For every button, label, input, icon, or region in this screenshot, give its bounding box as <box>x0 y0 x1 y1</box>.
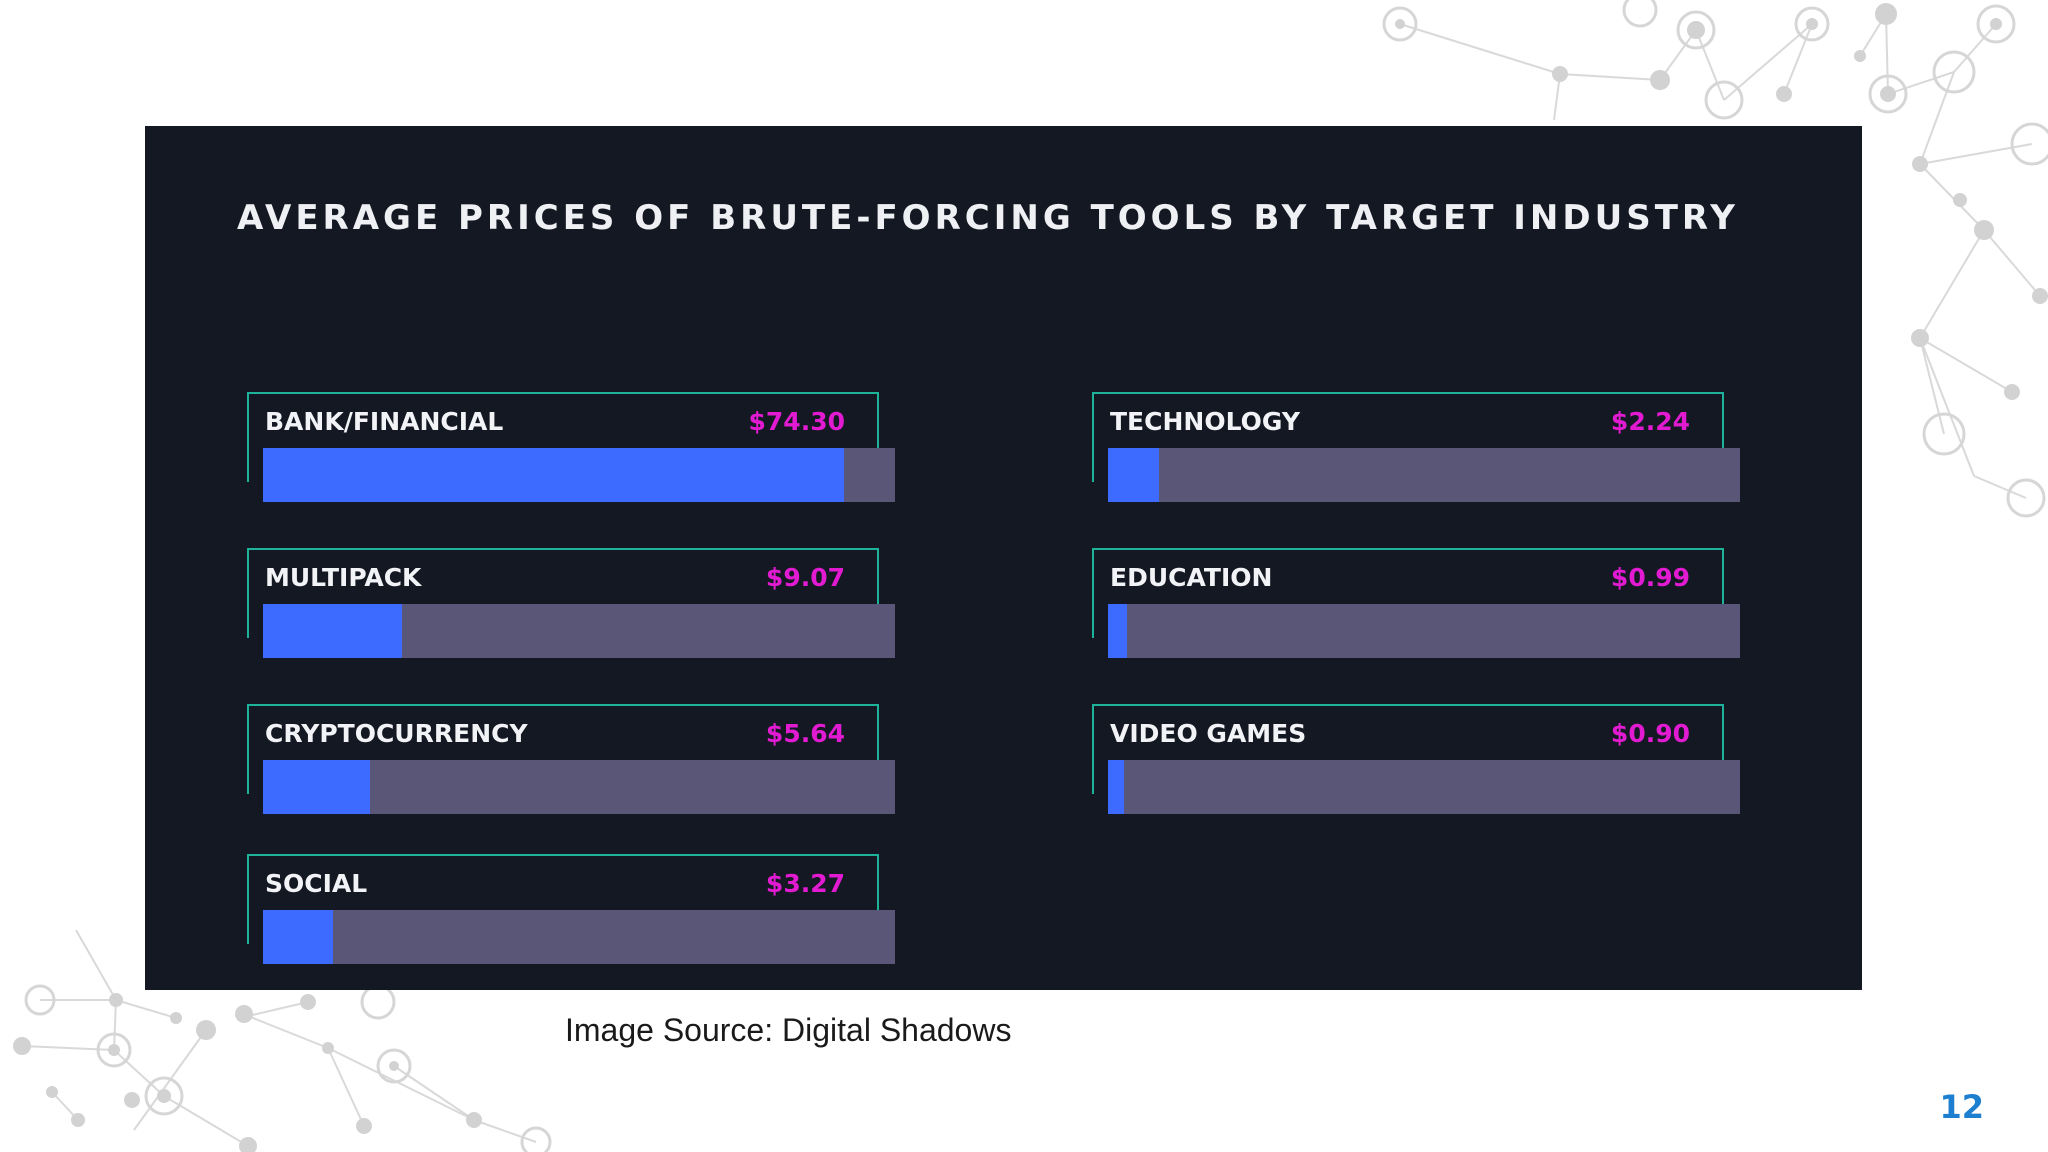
bar-label: EDUCATION <box>1110 563 1273 592</box>
bar-frame: CRYPTOCURRENCY $5.64 <box>247 704 879 794</box>
page-number: 12 <box>1939 1088 1984 1126</box>
bar-track <box>1108 604 1740 658</box>
bar-fill <box>1108 604 1127 658</box>
bar-label: VIDEO GAMES <box>1110 719 1307 748</box>
bar-value-label: $3.27 <box>765 869 845 898</box>
chart-title: AVERAGE PRICES OF BRUTE-FORCING TOOLS BY… <box>237 198 1739 238</box>
bar-technology: TECHNOLOGY $2.24 <box>1092 392 1740 502</box>
bar-frame: TECHNOLOGY $2.24 <box>1092 392 1724 482</box>
bar-video-games: VIDEO GAMES $0.90 <box>1092 704 1740 814</box>
bar-bank-financial: BANK/FINANCIAL $74.30 <box>247 392 895 502</box>
bar-track <box>263 910 895 964</box>
bar-frame: SOCIAL $3.27 <box>247 854 879 944</box>
bar-track <box>263 604 895 658</box>
bar-value-label: $0.90 <box>1610 719 1690 748</box>
bar-multipack: MULTIPACK $9.07 <box>247 548 895 658</box>
bar-label: MULTIPACK <box>265 563 422 592</box>
bar-cryptocurrency: CRYPTOCURRENCY $5.64 <box>247 704 895 814</box>
image-source-caption: Image Source: Digital Shadows <box>565 1012 1012 1048</box>
bar-track <box>263 448 895 502</box>
bar-frame: MULTIPACK $9.07 <box>247 548 879 638</box>
bar-frame: VIDEO GAMES $0.90 <box>1092 704 1724 794</box>
bar-label: TECHNOLOGY <box>1110 407 1300 436</box>
network-decoration-top-right <box>1382 0 2048 518</box>
network-decoration-bottom-left <box>13 930 552 1152</box>
bar-fill <box>263 910 333 964</box>
bar-social: SOCIAL $3.27 <box>247 854 895 964</box>
bar-track <box>1108 760 1740 814</box>
bar-track <box>263 760 895 814</box>
chart-panel: AVERAGE PRICES OF BRUTE-FORCING TOOLS BY… <box>145 126 1862 990</box>
bar-value-label: $5.64 <box>765 719 845 748</box>
bar-fill <box>1108 448 1159 502</box>
bar-track <box>1108 448 1740 502</box>
bar-value-label: $0.99 <box>1610 563 1690 592</box>
bar-label: CRYPTOCURRENCY <box>265 719 528 748</box>
bar-value-label: $9.07 <box>765 563 845 592</box>
bar-fill <box>263 448 845 502</box>
bar-value-label: $2.24 <box>1610 407 1690 436</box>
bar-label: SOCIAL <box>265 869 368 898</box>
bar-value-label: $74.30 <box>748 407 845 436</box>
bar-fill <box>1108 760 1124 814</box>
bar-fill <box>263 604 403 658</box>
bar-frame: BANK/FINANCIAL $74.30 <box>247 392 879 482</box>
bar-fill <box>263 760 371 814</box>
bar-frame: EDUCATION $0.99 <box>1092 548 1724 638</box>
bar-label: BANK/FINANCIAL <box>265 407 504 436</box>
bar-education: EDUCATION $0.99 <box>1092 548 1740 658</box>
